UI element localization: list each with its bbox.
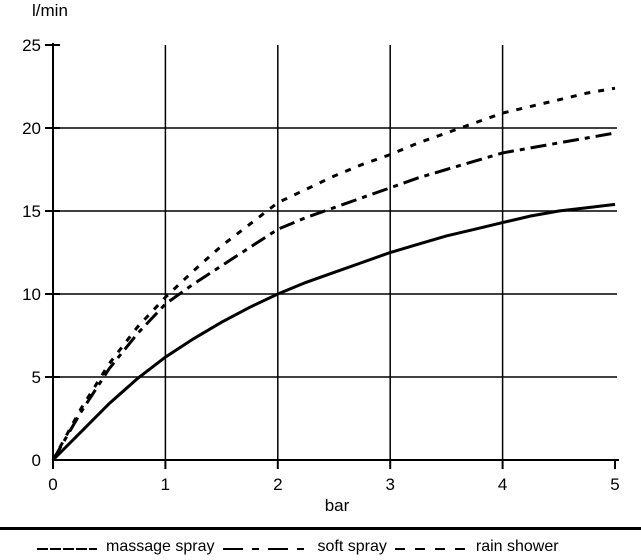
tick-label: 5 — [610, 475, 619, 494]
series-curve-massage-spray — [51, 202, 616, 462]
tick-label: 2 — [273, 475, 282, 494]
tick-label: 25 — [22, 36, 41, 55]
axis-ticks — [45, 44, 616, 469]
legend-label-massage-spray: massage spray — [106, 537, 215, 555]
gridlines — [53, 45, 617, 460]
series-curve-rain-shower — [51, 86, 616, 461]
tick-label: 3 — [385, 475, 394, 494]
x-axis-unit-label: bar — [325, 496, 350, 515]
legend-item-rain-shower: rain shower — [394, 535, 559, 556]
tick-label: 4 — [498, 475, 507, 494]
legend: massage spray soft spray rain shower — [0, 527, 641, 560]
tick-label: 5 — [32, 368, 41, 387]
tick-label: 20 — [22, 119, 41, 138]
y-axis-unit-label: l/min — [32, 1, 68, 20]
data-series — [51, 86, 616, 462]
tick-labels: 0 5 10 15 20 25 0 1 2 3 4 5 — [22, 36, 620, 494]
series-curve-soft-spray — [51, 131, 616, 461]
tick-label: 10 — [22, 285, 41, 304]
legend-label-rain-shower: rain shower — [475, 537, 559, 555]
tick-label: 0 — [32, 451, 41, 470]
legend-item-soft-spray: soft spray — [222, 535, 387, 556]
tick-label: 1 — [161, 475, 170, 494]
chart-plot: 0 5 10 15 20 25 0 1 2 3 4 5 l/min bar — [22, 1, 620, 515]
legend-item-massage-spray: massage spray — [36, 535, 215, 556]
tick-label: 0 — [48, 475, 57, 494]
legend-line-sample-dashed — [394, 547, 467, 550]
axes — [52, 43, 619, 461]
legend-label-soft-spray: soft spray — [317, 537, 387, 555]
tick-label: 15 — [22, 202, 41, 221]
legend-line-sample-solid — [37, 547, 97, 550]
legend-line-sample-dash-dot — [222, 547, 309, 550]
